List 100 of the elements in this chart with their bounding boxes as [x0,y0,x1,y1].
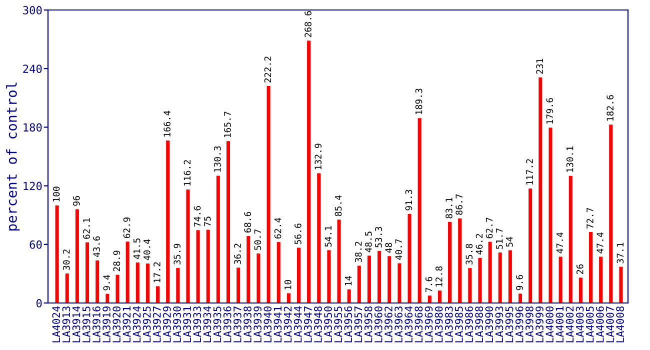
data-label: 28.9 [113,250,120,272]
bar [236,268,240,303]
x-tick-label: LA3969 [424,306,433,342]
bar [166,140,170,303]
x-tick-label: LA4000 [546,306,554,342]
bar [408,214,412,303]
bar [75,209,79,303]
data-label: 165.7 [224,112,231,138]
bar [286,293,290,303]
bar [478,258,482,303]
x-tick-label: LA3986 [465,306,473,342]
data-label: 222.2 [264,56,272,82]
data-label: 40.7 [395,239,402,260]
data-label: 50.7 [254,229,262,250]
x-tick-label: LA3935 [213,306,222,342]
x-tick-label: LA3947 [304,306,312,342]
bar [357,266,361,303]
bar [86,242,90,303]
data-label: 47.4 [596,232,604,254]
x-tick-label: LA4005 [586,306,594,342]
x-tick-label: LA3937 [233,306,242,342]
data-label: 182.6 [606,95,614,121]
data-label: 100 [52,186,60,202]
x-tick-label: LA3921 [122,306,131,342]
x-tick-label: LA3915 [82,306,90,342]
data-label: 12.8 [436,266,442,286]
bar [367,256,371,303]
data-label: 130.3 [214,146,221,172]
x-tick-label: LA3938 [244,306,252,342]
data-label: 9.4 [103,275,110,290]
x-tick-label: LA3956 [344,306,352,342]
x-tick-label: LA4006 [596,306,604,342]
x-tick-label: LA3968 [414,306,423,342]
bar [599,256,603,303]
data-label: 48 [385,242,392,253]
bar [55,205,59,303]
x-tick-label: LA3916 [92,306,100,342]
x-tick-label: LA3990 [485,306,494,342]
data-label: 132.9 [314,144,322,170]
bar [378,250,382,303]
x-tick-label: LA3941 [274,306,282,342]
data-label: 116.2 [184,160,191,186]
data-label: 74.6 [194,206,201,227]
x-tick-label: LA3980 [434,306,443,342]
x-tick-label: LA3957 [354,306,362,342]
bar [418,118,422,303]
bar [317,173,321,303]
x-tick-label: LA3995 [505,306,514,342]
data-label: 40.4 [144,239,150,260]
x-tick-label: LA3999 [536,306,544,342]
x-tick-label: LA3983 [444,306,453,342]
bar [458,218,462,303]
data-label: 35.8 [466,244,473,264]
bar [276,242,280,303]
y-tick-label: 120 [24,182,42,190]
data-label: 14 [345,276,352,286]
data-label: 268.6 [304,11,312,38]
bar [327,250,331,303]
data-label: 10 [284,280,292,290]
y-tick-label: 180 [24,123,42,132]
x-tick-label: LA3960 [374,306,382,342]
data-label: 56.6 [294,224,302,244]
x-tick-label: LA3948 [314,306,322,342]
y-tick-label: 240 [23,64,42,74]
bar [398,263,402,303]
y-axis-title: percent of control [6,82,20,230]
data-label: 36.2 [234,244,241,264]
x-tick-label: LA3930 [173,306,181,342]
bar [558,256,562,303]
bar [468,268,472,303]
x-tick-label: LA3929 [162,306,171,342]
x-tick-label: LA4003 [576,306,584,342]
bar [538,77,542,303]
bar [388,256,392,303]
x-tick-label: LA3933 [193,306,202,342]
x-tick-label: LA3939 [254,306,262,342]
data-label: 54.1 [324,226,332,247]
bar [428,296,432,303]
bar [508,250,512,303]
bar [106,294,110,303]
x-tick-label: LA3962 [384,306,392,342]
x-tick-label: LA3920 [112,306,121,342]
data-label: 68.6 [244,212,252,232]
x-tick-label: LA3942 [284,306,292,342]
data-label: 41.5 [134,238,140,260]
bar [609,124,613,303]
data-label: 9.6 [516,274,523,290]
data-label: 62.1 [83,218,90,239]
x-tick-label: LA4024 [52,306,60,342]
data-label: 130.1 [566,146,574,172]
x-tick-label: LA3936 [223,306,232,342]
y-tick-label: 300 [23,6,42,14]
data-label: 62.9 [123,218,130,238]
bar [347,289,351,303]
data-label: 53.3 [375,226,382,248]
bar [498,252,502,303]
y-tick-label: 60 [30,240,42,249]
data-label: 75 [204,216,211,226]
x-tick-label: LA3913 [62,306,70,342]
data-label: 189.3 [415,88,422,114]
